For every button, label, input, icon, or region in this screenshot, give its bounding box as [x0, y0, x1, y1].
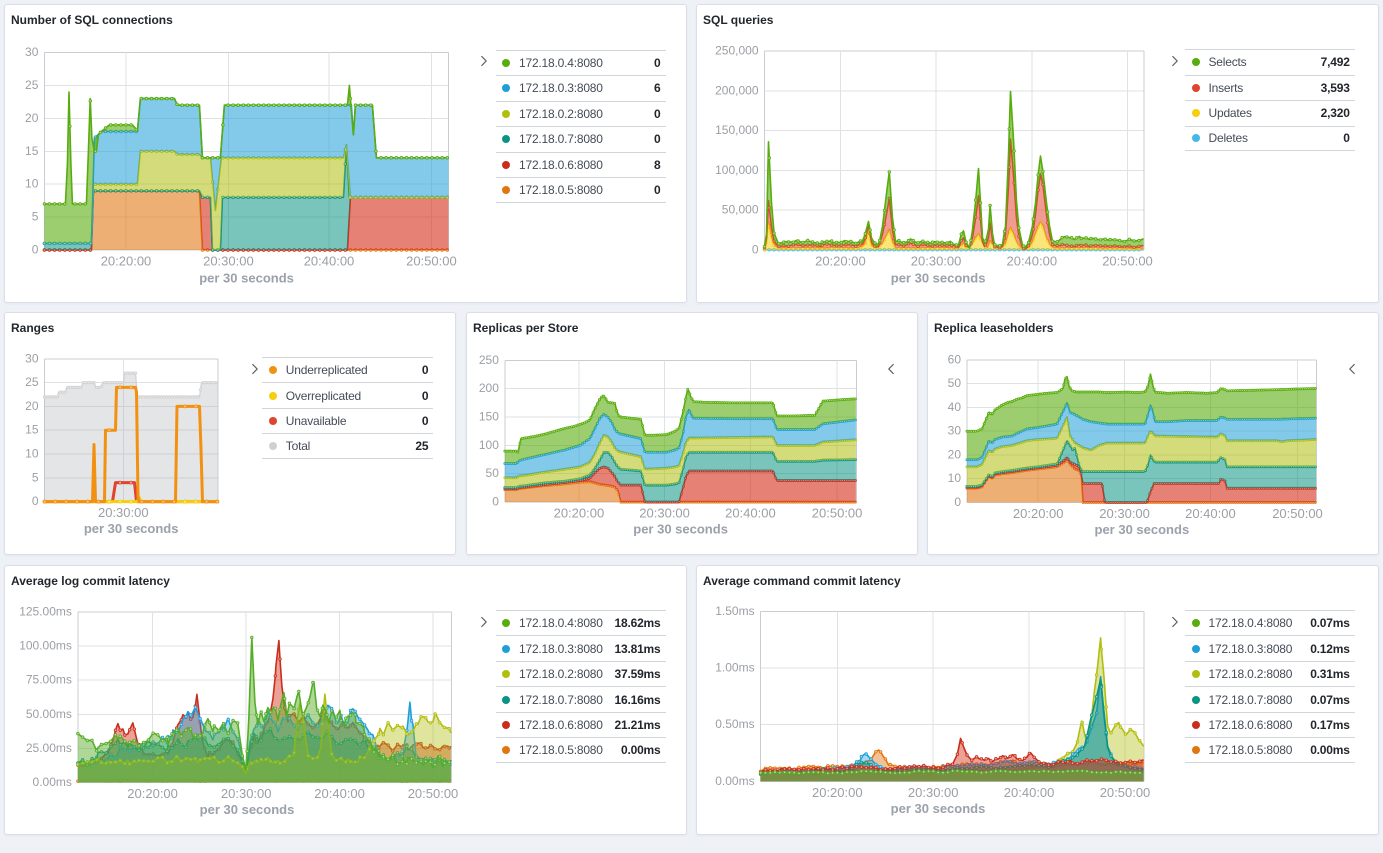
svg-text:0: 0	[32, 494, 39, 508]
svg-text:100.00ms: 100.00ms	[19, 639, 72, 653]
svg-text:per 30 seconds: per 30 seconds	[891, 801, 986, 816]
svg-text:0: 0	[32, 243, 39, 257]
svg-text:20:30:00: 20:30:00	[911, 254, 962, 269]
svg-text:0.50ms: 0.50ms	[715, 717, 754, 731]
svg-text:20:50:00: 20:50:00	[1102, 254, 1153, 269]
svg-text:20:30:00: 20:30:00	[221, 786, 272, 801]
svg-text:per 30 seconds: per 30 seconds	[633, 522, 728, 537]
svg-text:20:30:00: 20:30:00	[908, 785, 959, 800]
svg-text:125.00ms: 125.00ms	[19, 604, 72, 618]
svg-text:20:50:00: 20:50:00	[408, 786, 459, 801]
svg-text:20:30:00: 20:30:00	[1099, 506, 1150, 521]
svg-text:150: 150	[479, 410, 499, 424]
svg-text:20:20:00: 20:20:00	[815, 254, 866, 269]
svg-text:20:20:00: 20:20:00	[101, 254, 152, 269]
svg-text:25: 25	[25, 78, 39, 92]
svg-text:20:20:00: 20:20:00	[812, 785, 863, 800]
svg-text:20:40:00: 20:40:00	[725, 506, 776, 521]
svg-text:0: 0	[752, 243, 759, 257]
svg-text:20:50:00: 20:50:00	[812, 506, 863, 521]
svg-text:5: 5	[32, 210, 39, 224]
svg-text:20:30:00: 20:30:00	[203, 254, 254, 269]
svg-text:20:40:00: 20:40:00	[1006, 254, 1057, 269]
svg-text:40: 40	[948, 400, 962, 414]
svg-text:150,000: 150,000	[715, 123, 759, 137]
svg-text:20:20:00: 20:20:00	[554, 506, 605, 521]
svg-text:30: 30	[25, 351, 39, 365]
svg-text:20:50:00: 20:50:00	[406, 254, 457, 269]
svg-text:20:50:00: 20:50:00	[1100, 785, 1151, 800]
svg-text:25.00ms: 25.00ms	[26, 741, 72, 755]
svg-text:75.00ms: 75.00ms	[26, 673, 72, 687]
svg-text:10: 10	[25, 447, 39, 461]
svg-text:200: 200	[479, 381, 499, 395]
svg-text:10: 10	[948, 471, 962, 485]
svg-text:per 30 seconds: per 30 seconds	[199, 271, 294, 286]
svg-text:20:20:00: 20:20:00	[1013, 506, 1064, 521]
svg-text:20:20:00: 20:20:00	[127, 786, 178, 801]
svg-text:20: 20	[948, 447, 962, 461]
svg-text:0: 0	[492, 495, 499, 509]
svg-text:50,000: 50,000	[722, 203, 759, 217]
svg-text:20:30:00: 20:30:00	[639, 506, 690, 521]
svg-text:per 30 seconds: per 30 seconds	[200, 802, 295, 817]
svg-text:200,000: 200,000	[715, 83, 759, 97]
svg-text:20:40:00: 20:40:00	[1004, 785, 1055, 800]
svg-text:0.00ms: 0.00ms	[715, 774, 754, 788]
svg-text:10: 10	[25, 177, 39, 191]
svg-text:20:40:00: 20:40:00	[1185, 506, 1236, 521]
svg-text:50: 50	[486, 466, 500, 480]
svg-text:50: 50	[948, 376, 962, 390]
svg-text:15: 15	[25, 423, 39, 437]
svg-text:0: 0	[954, 495, 961, 509]
svg-text:100: 100	[479, 438, 499, 452]
svg-text:15: 15	[25, 144, 39, 158]
svg-text:per 30 seconds: per 30 seconds	[891, 271, 986, 286]
svg-text:1.50ms: 1.50ms	[715, 604, 754, 618]
svg-text:250: 250	[479, 353, 499, 367]
svg-text:per 30 seconds: per 30 seconds	[84, 521, 179, 536]
svg-text:25: 25	[25, 375, 39, 389]
svg-text:20:30:00: 20:30:00	[98, 505, 149, 520]
svg-text:20:40:00: 20:40:00	[314, 786, 365, 801]
svg-text:20:50:00: 20:50:00	[1272, 506, 1323, 521]
svg-text:5: 5	[32, 470, 39, 484]
svg-text:100,000: 100,000	[715, 163, 759, 177]
svg-text:per 30 seconds: per 30 seconds	[1095, 522, 1190, 537]
svg-text:30: 30	[948, 424, 962, 438]
svg-text:250,000: 250,000	[715, 44, 759, 58]
svg-text:30: 30	[25, 45, 39, 59]
svg-text:20: 20	[25, 399, 39, 413]
svg-text:50.00ms: 50.00ms	[26, 707, 72, 721]
svg-text:1.00ms: 1.00ms	[715, 661, 754, 675]
svg-text:20:40:00: 20:40:00	[304, 254, 355, 269]
svg-text:60: 60	[948, 353, 962, 367]
svg-text:20: 20	[25, 111, 39, 125]
svg-text:0.00ms: 0.00ms	[33, 775, 72, 789]
